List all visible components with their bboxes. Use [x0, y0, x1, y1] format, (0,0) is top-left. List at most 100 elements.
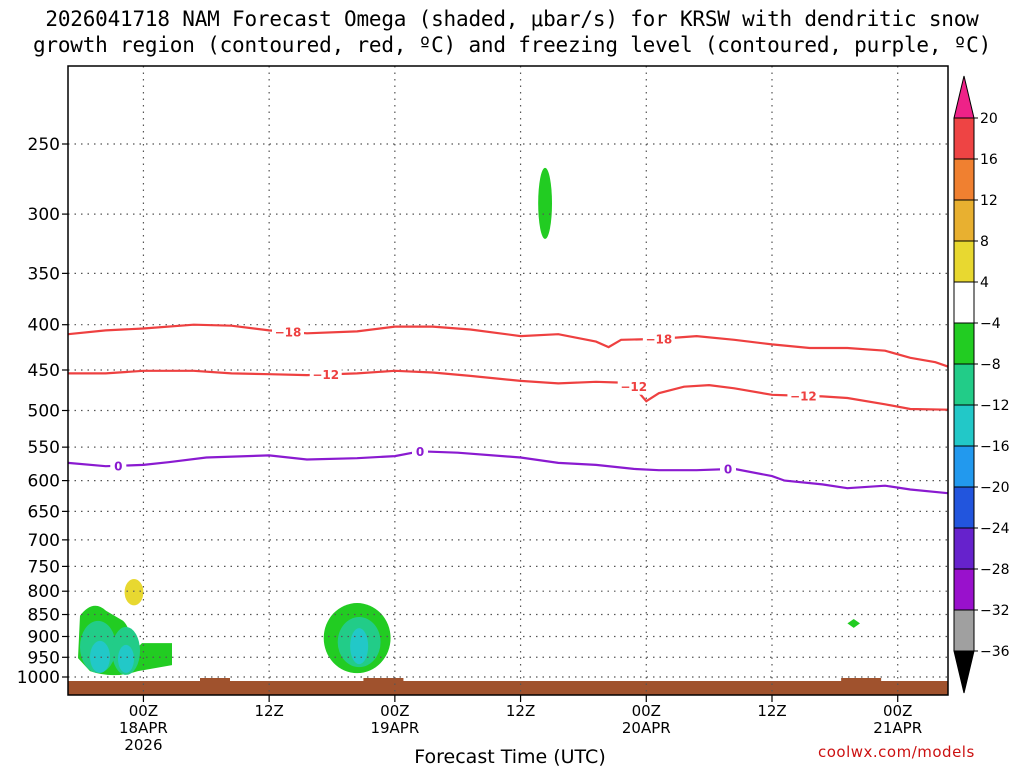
y-tick-label: 350 — [28, 264, 60, 284]
contour-label: −18 — [645, 332, 672, 346]
y-tick-label: 850 — [28, 606, 60, 626]
y-tick-label: 750 — [28, 557, 60, 577]
terrain-bump — [841, 678, 882, 682]
colorbar-label: 12 — [980, 193, 998, 209]
plot-frame — [67, 65, 949, 696]
credit-link[interactable]: coolwx.com/models — [818, 743, 975, 761]
contour-label: −18 — [275, 325, 302, 339]
contour-layer: −18 −18 −12 −12 −12 0 0 0 — [68, 323, 948, 495]
colorbar-label: 20 — [980, 111, 998, 127]
colorbar-bottom-arrow — [953, 650, 975, 694]
y-tick-label: 600 — [28, 472, 60, 492]
x-axis-label: Forecast Time (UTC) — [414, 746, 606, 768]
colorbar-box — [953, 363, 975, 406]
x-tick-label: 12Z — [254, 702, 283, 720]
x-tick-label: 12Z — [506, 702, 535, 720]
contour-label: −12 — [790, 389, 817, 403]
omega-cell-low-1-core-b — [118, 644, 134, 673]
grid-lines — [68, 66, 948, 695]
plot-border — [67, 65, 949, 696]
title-line-1: 2026041718 NAM Forecast Omega (shaded, μ… — [45, 7, 979, 31]
terrain-bump — [200, 678, 230, 682]
omega-shading — [78, 167, 860, 676]
colorbar-label: −28 — [980, 562, 1010, 578]
contour-line — [68, 323, 948, 368]
colorbar-box — [953, 445, 975, 488]
x-tick-label: 00Z — [883, 702, 912, 720]
y-tick-label: 550 — [28, 438, 60, 458]
contour-label-bg — [110, 457, 127, 474]
contour-label-bg — [642, 330, 675, 347]
colorbar-box — [953, 609, 975, 652]
colorbar-label: 16 — [980, 152, 998, 168]
colorbar-box — [953, 404, 975, 447]
colorbar-label: −36 — [980, 644, 1010, 660]
colorbar-label: 4 — [980, 275, 989, 291]
y-tick-label: 950 — [28, 648, 60, 668]
contour-label: 0 — [416, 445, 424, 459]
contour-label-bg — [309, 366, 342, 383]
contour-label-bg — [720, 461, 736, 478]
x-tick-label: 00Z — [632, 702, 661, 720]
colorbar-box — [953, 527, 975, 570]
y-tick-label: 300 — [28, 205, 60, 225]
contour-label: −12 — [620, 380, 647, 394]
colorbar-label: −16 — [980, 439, 1010, 455]
colorbar: 20 16 12 8 4 −4 −8 −12 −16 −20 −24 −28 −32 −36 — [953, 75, 1010, 694]
x-tick-label: 2026 — [124, 736, 162, 754]
terrain-layer — [68, 678, 948, 695]
x-tick-label: 12Z — [757, 702, 786, 720]
omega-cell-low-1-core — [90, 640, 110, 673]
colorbar-box — [953, 240, 975, 283]
x-tick-label: 00Z — [129, 702, 158, 720]
terrain-fill — [68, 681, 948, 695]
y-tick-label: 250 — [28, 135, 60, 155]
colorbar-box — [953, 158, 975, 201]
y-tick-label: 450 — [28, 361, 60, 381]
x-tick-label: 20APR — [622, 719, 671, 737]
contour-label: 0 — [724, 463, 732, 477]
colorbar-box — [953, 199, 975, 242]
chart-title: 2026041718 NAM Forecast Omega (shaded, μ… — [0, 6, 1024, 58]
contour-label: −12 — [312, 368, 339, 382]
y-tick-label: 1000 — [17, 668, 60, 688]
y-tick-label: 900 — [28, 627, 60, 647]
colorbar-box — [953, 281, 975, 324]
omega-cell-low-2-core — [350, 628, 369, 665]
colorbar-label: −12 — [980, 398, 1010, 414]
x-tick-label: 21APR — [873, 719, 922, 737]
colorbar-top-arrow — [953, 75, 975, 119]
omega-cell-positive — [124, 578, 144, 606]
colorbar-label: −4 — [980, 316, 1001, 332]
colorbar-box — [953, 322, 975, 365]
y-tick-label: 650 — [28, 502, 60, 522]
contour-line — [68, 450, 948, 495]
contour-label-bg — [272, 323, 304, 340]
x-tick-label: 19APR — [370, 719, 419, 737]
y-tick-label: 800 — [28, 582, 60, 602]
contour-label-bg — [787, 387, 820, 404]
colorbar-label: 8 — [980, 234, 989, 250]
colorbar-label: −20 — [980, 480, 1010, 496]
x-tick-label: 00Z — [380, 702, 409, 720]
x-tick-label: 18APR — [119, 719, 168, 737]
colorbar-box — [953, 117, 975, 160]
y-tick-label: 500 — [28, 402, 60, 422]
colorbar-box — [953, 486, 975, 529]
colorbar-label: −32 — [980, 603, 1010, 619]
contour-label: 0 — [114, 459, 122, 473]
omega-cell-small — [847, 619, 860, 628]
colorbar-label: −8 — [980, 357, 1001, 373]
colorbar-box — [953, 568, 975, 611]
omega-cell-upper — [538, 167, 552, 239]
colorbar-label: −24 — [980, 521, 1010, 537]
contour-label-bg — [412, 443, 428, 460]
y-tick-label: 700 — [28, 531, 60, 551]
terrain-bump — [363, 678, 404, 682]
y-tick-label: 400 — [28, 316, 60, 336]
contour-label-bg — [617, 378, 650, 395]
y-axis-ticks: 2503003504004505005506006507007508008509… — [17, 135, 68, 688]
title-line-2: growth region (contoured, red, ºC) and f… — [32, 33, 992, 57]
